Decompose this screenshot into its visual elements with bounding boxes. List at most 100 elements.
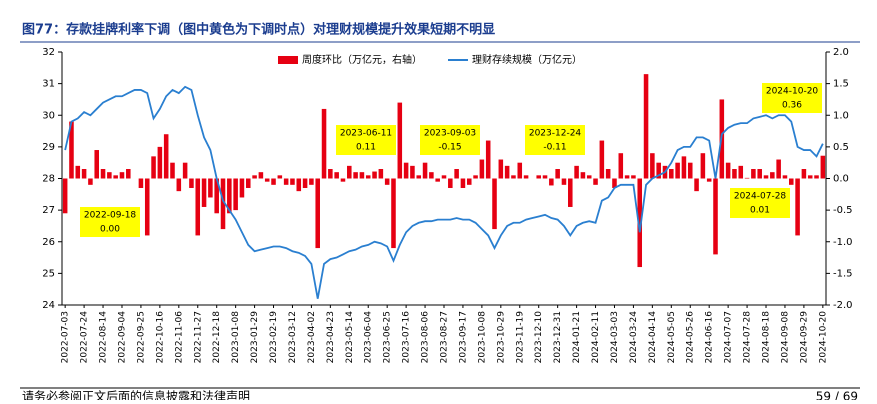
- bar: [227, 178, 232, 214]
- bar: [713, 178, 718, 255]
- y-tick-label: 26: [42, 237, 55, 248]
- bar: [233, 178, 238, 211]
- bar: [195, 178, 201, 236]
- x-tick-label: 2023-06-04: [364, 311, 374, 364]
- footer-text: 请务必参阅正文后面的信息披露和法律声明: [22, 389, 250, 401]
- x-tick-label: 2023-02-19: [269, 311, 279, 364]
- bar: [151, 156, 156, 179]
- bar: [801, 169, 807, 179]
- x-tick-label: 2024-09-08: [780, 311, 790, 364]
- x-tick-label: 2024-09-29: [799, 311, 809, 364]
- bar: [422, 162, 428, 179]
- bar: [687, 162, 693, 179]
- bar: [782, 175, 788, 179]
- bar: [605, 169, 611, 179]
- bar: [732, 169, 737, 179]
- bar: [416, 175, 422, 179]
- x-tick-label: 2023-03-12: [288, 311, 298, 363]
- x-tick-label: 2024-07-28: [743, 311, 753, 364]
- bar: [788, 178, 794, 185]
- bar: [296, 178, 302, 192]
- bar: [675, 162, 680, 179]
- bar: [536, 175, 541, 179]
- bar: [485, 140, 491, 179]
- x-tick-label: 2023-04-23: [326, 311, 336, 363]
- bar: [100, 169, 106, 179]
- annotation-box: [336, 125, 396, 155]
- x-tick-label: 2023-06-25: [383, 311, 393, 363]
- bar: [81, 169, 87, 179]
- legend-label: 周度环比（万亿元，右轴）: [302, 53, 422, 66]
- bar: [814, 175, 819, 179]
- x-tick-label: 2024-07-07: [724, 311, 734, 363]
- bar: [523, 175, 529, 179]
- bar: [738, 165, 744, 179]
- annotation-date: 2023-06-11: [340, 129, 392, 139]
- bar: [593, 178, 598, 185]
- y-tick-label: 27: [42, 205, 55, 216]
- chart-title: 图77：存款挂牌利率下调（图中黄色为下调时点）对理财规模提升效果短期不明显: [22, 22, 495, 38]
- bar: [170, 162, 175, 179]
- bar: [384, 178, 390, 185]
- bar: [397, 102, 403, 179]
- x-tick-label: 2022-07-03: [61, 311, 71, 363]
- annotation-date: 2024-07-28: [734, 192, 787, 202]
- bar: [549, 178, 554, 186]
- bar: [353, 172, 358, 179]
- bar: [650, 153, 655, 179]
- bar: [62, 178, 68, 214]
- bar: [391, 178, 396, 249]
- y2-tick-label: -0.5: [833, 205, 853, 216]
- x-tick-label: 2023-10-08: [477, 311, 487, 364]
- y-tick-label: 32: [42, 47, 55, 58]
- bar: [75, 165, 81, 179]
- bar: [511, 175, 516, 179]
- bar: [277, 175, 283, 179]
- y2-tick-label: 0.5: [833, 142, 849, 153]
- y2-tick-label: -2.0: [833, 300, 853, 311]
- annotation-value: -0.15: [438, 143, 461, 153]
- bar: [770, 172, 775, 179]
- bar: [441, 175, 447, 179]
- annotation-value: 0.36: [782, 101, 802, 111]
- x-tick-label: 2024-05-05: [667, 311, 677, 363]
- bar: [264, 178, 270, 182]
- bar: [94, 150, 100, 179]
- bar: [757, 169, 762, 179]
- y2-tick-label: 1.0: [833, 110, 849, 121]
- x-tick-label: 2024-05-26: [686, 311, 696, 364]
- y2-tick-label: 0.0: [833, 174, 849, 185]
- x-tick-label: 2022-07-24: [80, 311, 90, 364]
- x-tick-label: 2023-01-29: [250, 311, 260, 364]
- x-tick-label: 2022-11-06: [174, 311, 184, 364]
- bar: [542, 175, 548, 179]
- x-tick-label: 2023-12-31: [553, 311, 563, 363]
- bar: [328, 169, 333, 179]
- line-series: [64, 85, 824, 299]
- y-tick-label: 31: [42, 79, 55, 90]
- annotation-date: 2023-09-03: [424, 129, 476, 139]
- y-tick-label: 30: [42, 110, 55, 121]
- x-tick-label: 2023-09-17: [458, 311, 468, 363]
- bar: [372, 171, 377, 179]
- x-tick-label: 2023-08-27: [440, 311, 450, 363]
- bar: [612, 178, 617, 188]
- bar: [302, 178, 308, 188]
- y-tick-label: 29: [42, 142, 55, 153]
- legend-swatch: [278, 56, 298, 64]
- bar: [656, 162, 661, 179]
- bar: [776, 159, 781, 179]
- bar: [334, 172, 339, 179]
- bar: [795, 178, 800, 236]
- bar: [618, 153, 624, 179]
- bar: [410, 165, 415, 179]
- annotation-date: 2022-09-18: [84, 211, 137, 221]
- bar: [359, 172, 365, 179]
- bar: [568, 178, 573, 207]
- bar: [69, 121, 74, 179]
- y2-tick-label: 1.5: [833, 79, 849, 90]
- bar: [144, 178, 150, 236]
- annotation-value: 0.11: [356, 143, 376, 153]
- bar: [378, 169, 384, 179]
